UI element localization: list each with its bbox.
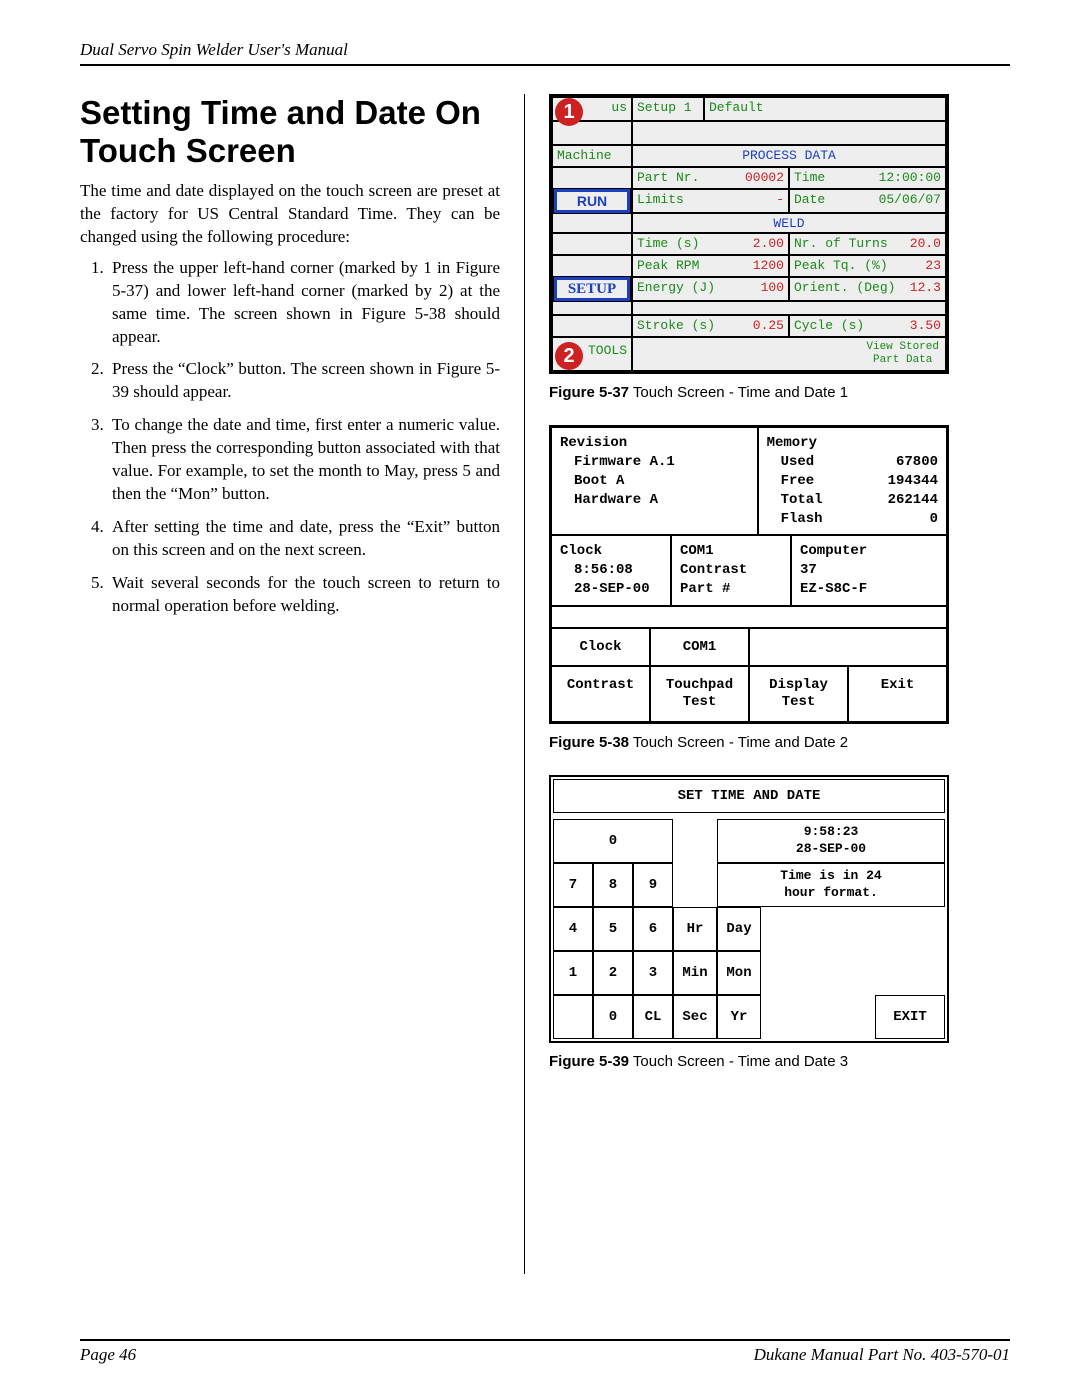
step-4: After setting the time and date, press t… [108, 516, 500, 562]
f38-exit-button[interactable]: Exit [848, 666, 947, 722]
f37-peak-tq: Peak Tq. (%)23 [789, 255, 946, 277]
f39-7[interactable]: 7 [553, 863, 593, 907]
f38-used: Used67800 [767, 453, 938, 472]
f37-limits: Limits- [632, 189, 789, 213]
f38-boot: Boot A [560, 472, 749, 491]
right-figure-column: 1 2 us Setup 1 Default Machine PROCESS D… [524, 94, 1010, 1274]
f38-free: Free194344 [767, 472, 938, 491]
procedure-list: Press the upper left-hand corner (marked… [80, 257, 500, 618]
f39-yr[interactable]: Yr [717, 995, 761, 1039]
figure-37-caption: Figure 5-37 Touch Screen - Time and Date… [549, 384, 1010, 401]
f37-process-data: PROCESS DATA [632, 145, 946, 167]
intro-paragraph: The time and date displayed on the touch… [80, 180, 500, 249]
page-title: Setting Time and Date On Touch Screen [80, 94, 500, 170]
f37-time-s: Time (s)2.00 [632, 233, 789, 255]
f39-title: SET TIME AND DATE [553, 779, 945, 813]
figure-38-screenshot: Revision Firmware A.1 Boot A Hardware A … [549, 425, 949, 724]
f37-time: Time12:00:00 [789, 167, 946, 189]
badge-1: 1 [555, 98, 583, 126]
f38-memory: Memory [767, 434, 938, 453]
f39-exit[interactable]: EXIT [875, 995, 945, 1039]
f39-cl[interactable]: CL [633, 995, 673, 1039]
figure-39-screenshot: SET TIME AND DATE 0 9:58:2328-SEP-00 7 8… [549, 775, 949, 1043]
f39-sec[interactable]: Sec [673, 995, 717, 1039]
f39-min[interactable]: Min [673, 951, 717, 995]
f37-weld: WELD [632, 213, 946, 233]
f39-3[interactable]: 3 [633, 951, 673, 995]
f39-9[interactable]: 9 [633, 863, 673, 907]
f38-revision: Revision [560, 434, 749, 453]
f38-firmware: Firmware A.1 [560, 453, 749, 472]
f37-turns: Nr. of Turns20.0 [789, 233, 946, 255]
f39-8[interactable]: 8 [593, 863, 633, 907]
f38-display-button[interactable]: Display Test [749, 666, 848, 722]
f37-machine: Machine [552, 145, 632, 167]
page-number: Page 46 [80, 1345, 136, 1365]
f38-part-v: EZ-S8C-F [800, 580, 938, 599]
f37-setup-button[interactable]: SETUP [554, 277, 630, 301]
f38-com1-button[interactable]: COM1 [650, 628, 749, 666]
f38-touchpad-button[interactable]: Touchpad Test [650, 666, 749, 722]
f37-partnr: Part Nr.00002 [632, 167, 789, 189]
f37-stroke: Stroke (s)0.25 [632, 315, 789, 337]
f39-5[interactable]: 5 [593, 907, 633, 951]
f37-rpm: Peak RPM1200 [632, 255, 789, 277]
figure-39-caption: Figure 5-39 Touch Screen - Time and Date… [549, 1053, 1010, 1070]
step-3: To change the date and time, first enter… [108, 414, 500, 506]
manual-header: Dual Servo Spin Welder User's Manual [80, 40, 1010, 66]
f38-clock-label: Clock [560, 542, 662, 561]
f37-view-stored[interactable]: View Stored Part Data [866, 341, 939, 367]
page-footer: Page 46 Dukane Manual Part No. 403-570-0… [80, 1339, 1010, 1365]
step-1: Press the upper left-hand corner (marked… [108, 257, 500, 349]
f37-cycle: Cycle (s)3.50 [789, 315, 946, 337]
figure-38-caption: Figure 5-38 Touch Screen - Time and Date… [549, 734, 1010, 751]
f38-contrast: Contrast [680, 561, 782, 580]
f39-info-time: 9:58:2328-SEP-00 [717, 819, 945, 863]
f38-flash: Flash0 [767, 510, 938, 529]
f39-mon[interactable]: Mon [717, 951, 761, 995]
f37-orient: Orient. (Deg)12.3 [789, 277, 946, 301]
f38-clock-time: 8:56:08 [560, 561, 662, 580]
step-2: Press the “Clock” button. The screen sho… [108, 358, 500, 404]
badge-2: 2 [555, 342, 583, 370]
part-number: Dukane Manual Part No. 403-570-01 [754, 1345, 1010, 1365]
f39-2[interactable]: 2 [593, 951, 633, 995]
f39-entry: 0 [553, 819, 673, 863]
left-text-column: Setting Time and Date On Touch Screen Th… [80, 94, 500, 1274]
f37-setup: Setup 1 [632, 97, 704, 121]
f38-contrast-button[interactable]: Contrast [551, 666, 650, 722]
f37-run-button[interactable]: RUN [554, 189, 630, 213]
f38-hardware: Hardware A [560, 491, 749, 510]
f39-0[interactable]: 0 [593, 995, 633, 1039]
f37-default: Default [704, 97, 946, 121]
f39-1[interactable]: 1 [553, 951, 593, 995]
f38-contrast-v: 37 [800, 561, 938, 580]
f38-com1-label: COM1 [680, 542, 782, 561]
f37-energy: Energy (J)100 [632, 277, 789, 301]
f39-info-format: Time is in 24hour format. [717, 863, 945, 907]
f38-clock-button[interactable]: Clock [551, 628, 650, 666]
f39-hr[interactable]: Hr [673, 907, 717, 951]
figure-37-screenshot: 1 2 us Setup 1 Default Machine PROCESS D… [549, 94, 1010, 374]
f38-clock-date: 28-SEP-00 [560, 580, 662, 599]
f39-day[interactable]: Day [717, 907, 761, 951]
step-5: Wait several seconds for the touch scree… [108, 572, 500, 618]
f39-6[interactable]: 6 [633, 907, 673, 951]
f38-total: Total262144 [767, 491, 938, 510]
f38-computer: Computer [800, 542, 938, 561]
f37-date: Date05/06/07 [789, 189, 946, 213]
f38-part: Part # [680, 580, 782, 599]
f39-4[interactable]: 4 [553, 907, 593, 951]
